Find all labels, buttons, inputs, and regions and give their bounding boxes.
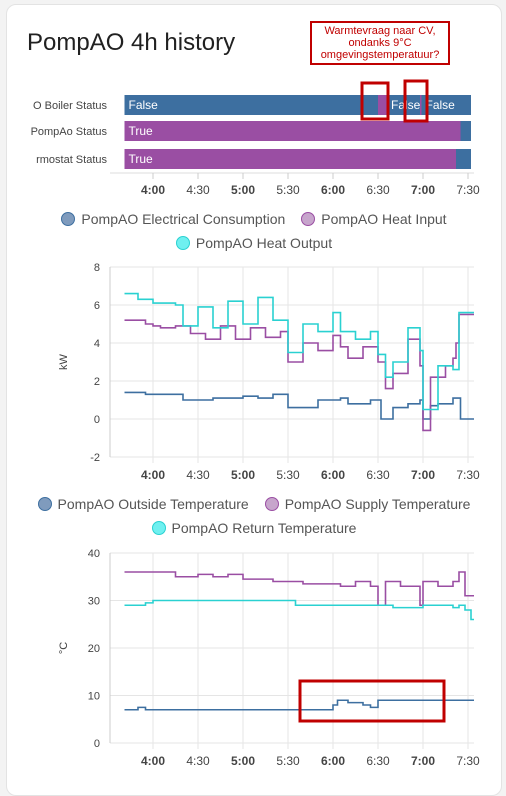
- timeline-segment-label: False: [426, 98, 456, 112]
- legend-dot-supply-temp: [264, 497, 279, 511]
- legend-item-outside-temp[interactable]: PompAO Outside Temperature: [37, 496, 249, 512]
- y-tick-label: 6: [94, 300, 100, 312]
- legend-dot-electrical: [61, 212, 76, 226]
- x-tick-label: 6:00: [321, 754, 345, 768]
- x-tick-label: 4:30: [186, 754, 210, 768]
- legend-item-electrical[interactable]: PompAO Electrical Consumption: [61, 211, 285, 227]
- timeline-tick-label: 7:00: [411, 183, 435, 197]
- y-tick-label: 10: [88, 691, 100, 703]
- x-tick-label: 5:00: [231, 468, 255, 482]
- series-line: [124, 571, 474, 607]
- timeline-segment: [124, 149, 456, 169]
- y-tick-label: 8: [94, 262, 100, 274]
- legend-item-return-temp[interactable]: PompAO Return Temperature: [151, 520, 357, 536]
- x-tick-label: 6:30: [366, 754, 390, 768]
- timeline-tick-label: 4:30: [186, 183, 210, 197]
- y-tick-label: 4: [94, 338, 100, 350]
- timeline-segment: [460, 121, 471, 141]
- y-tick-label: 30: [88, 596, 100, 608]
- card-title: PompAO 4h history: [27, 29, 236, 56]
- legend-power: PompAO Electrical Consumption PompAO Heat…: [7, 211, 501, 251]
- timeline-segment: [124, 95, 378, 115]
- series-line: [124, 391, 474, 420]
- legend-label-electrical: PompAO Electrical Consumption: [81, 211, 286, 227]
- timeline-segment: [421, 95, 471, 115]
- timeline-tick-label: 5:00: [231, 183, 255, 197]
- timeline-segment: [124, 121, 461, 141]
- timeline-tick-label: 5:30: [276, 183, 300, 197]
- legend-temperature: PompAO Outside Temperature PompAO Supply …: [7, 496, 501, 536]
- timeline-segment-label: True: [129, 124, 154, 138]
- temperature-chart: 40 30 20 10 0 4:00 4:30 5:00 5:30 6:00 6:30 7:00 7:3…: [58, 548, 480, 768]
- y-tick-label: 0: [94, 738, 100, 750]
- timeline-segment: [456, 149, 471, 169]
- legend-label-heat-input: PompAO Heat Input: [321, 211, 447, 227]
- history-card: PompAO 4h history O Boiler Status False Fa…: [6, 4, 502, 796]
- y-axis-label: °C: [58, 642, 70, 654]
- x-tick-label: 4:00: [141, 468, 165, 482]
- legend-label-outside-temp: PompAO Outside Temperature: [57, 496, 249, 512]
- legend-item-heat-input[interactable]: PompAO Heat Input: [301, 211, 447, 227]
- x-tick-label: 6:30: [366, 468, 390, 482]
- timeline-tick-label: 6:30: [366, 183, 390, 197]
- y-tick-label: 40: [88, 548, 100, 560]
- legend-dot-heat-input: [301, 212, 316, 226]
- x-tick-label: 6:00: [321, 468, 345, 482]
- timeline-segment: [378, 95, 387, 115]
- legend-item-supply-temp[interactable]: PompAO Supply Temperature: [264, 496, 471, 512]
- annotation-callout: Warmtevraag naar CV, ondanks 9°C omgevin…: [310, 21, 450, 65]
- highlight-box: [298, 679, 446, 723]
- y-tick-label: 20: [88, 643, 100, 655]
- x-tick-label: 7:30: [456, 754, 480, 768]
- series-line: [124, 313, 474, 432]
- x-tick-label: 5:30: [276, 468, 300, 482]
- legend-label-return-temp: PompAO Return Temperature: [171, 520, 357, 536]
- x-tick-label: 4:30: [186, 468, 210, 482]
- timeline-segment-label: True: [129, 152, 154, 166]
- highlight-box: [403, 79, 429, 123]
- series-line: [124, 599, 474, 621]
- highlight-box: [360, 81, 390, 121]
- timeline-segment: [420, 95, 422, 115]
- legend-label-supply-temp: PompAO Supply Temperature: [284, 496, 471, 512]
- timeline-row-label: rmostat Status: [36, 154, 107, 166]
- x-tick-label: 7:00: [411, 468, 435, 482]
- x-tick-label: 7:00: [411, 754, 435, 768]
- y-tick-label: -2: [90, 452, 100, 464]
- timeline-row-label: O Boiler Status: [33, 100, 107, 112]
- x-tick-label: 5:30: [276, 754, 300, 768]
- legend-dot-heat-output: [175, 236, 190, 250]
- timeline-tick-label: 6:00: [321, 183, 345, 197]
- x-tick-label: 7:30: [456, 468, 480, 482]
- power-chart: 8 6 4 2 0 -2 4:00 4:30 5:00 5:30 6:00 6:30 7:00 7:30 k…: [58, 262, 480, 482]
- timeline-tick-label: 4:00: [141, 183, 165, 197]
- timeline-tick-label: 7:30: [456, 183, 480, 197]
- series-line: [124, 699, 474, 711]
- timeline-row-label: PompAo Status: [31, 126, 108, 138]
- x-tick-label: 5:00: [231, 754, 255, 768]
- legend-dot-return-temp: [151, 521, 166, 535]
- timeline-segment-label: False: [129, 98, 159, 112]
- series-line: [124, 292, 474, 411]
- y-tick-label: 2: [94, 376, 100, 388]
- y-tick-label: 0: [94, 414, 100, 426]
- legend-dot-outside-temp: [37, 497, 52, 511]
- y-axis-label: kW: [58, 353, 70, 370]
- x-tick-label: 4:00: [141, 754, 165, 768]
- legend-label-heat-output: PompAO Heat Output: [195, 235, 333, 251]
- legend-item-heat-output[interactable]: PompAO Heat Output: [175, 235, 333, 251]
